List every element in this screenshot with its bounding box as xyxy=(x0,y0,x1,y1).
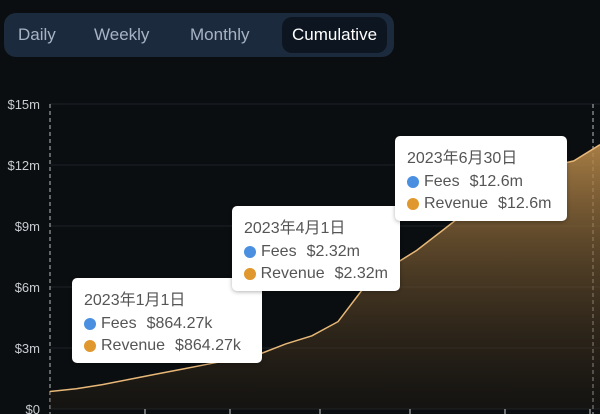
revenue-value: $12.6m xyxy=(498,195,552,212)
y-tick-label: $9m xyxy=(15,219,40,234)
tooltip: 2023年4月1日 Fees $2.32m Revenue $2.32m xyxy=(232,206,400,291)
y-tick-label: $15m xyxy=(7,97,40,112)
y-tick-label: $0 xyxy=(26,402,40,414)
revenue-value: $864.27k xyxy=(175,337,241,354)
fees-value: $2.32m xyxy=(306,243,360,260)
fees-dot-icon xyxy=(407,176,419,188)
tooltip-date: 2023年4月1日 xyxy=(244,220,346,237)
y-tick-label: $3m xyxy=(15,341,40,356)
fees-value: $12.6m xyxy=(469,173,523,190)
revenue-value: $2.32m xyxy=(334,265,388,282)
period-tabs: Daily Weekly Monthly Cumulative xyxy=(4,13,394,57)
fees-label: Fees xyxy=(101,315,137,332)
y-tick-label: $12m xyxy=(7,158,40,173)
tab-monthly[interactable]: Monthly xyxy=(190,25,250,44)
tooltip: 2023年1月1日 Fees $864.27k Revenue $864.27k xyxy=(72,278,262,363)
revenue-area xyxy=(50,144,600,409)
tooltip-date: 2023年1月1日 xyxy=(84,292,186,309)
fees-value: $864.27k xyxy=(146,315,213,332)
tab-weekly[interactable]: Weekly xyxy=(94,25,150,44)
y-tick-label: $6m xyxy=(15,280,40,295)
fees-label: Fees xyxy=(261,243,297,260)
fees-dot-icon xyxy=(244,246,256,258)
revenue-dot-icon xyxy=(407,198,419,210)
tooltip-date: 2023年6月30日 xyxy=(407,150,518,167)
revenue-dot-icon xyxy=(244,268,256,280)
tooltip: 2023年6月30日 Fees $12.6m Revenue $12.6m xyxy=(395,136,567,221)
revenue-dot-icon xyxy=(84,340,96,352)
revenue-label: Revenue xyxy=(424,195,489,212)
revenue-label: Revenue xyxy=(101,337,166,354)
tab-cumulative[interactable]: Cumulative xyxy=(282,17,388,53)
tab-daily[interactable]: Daily xyxy=(18,25,56,44)
revenue-label: Revenue xyxy=(260,265,325,282)
fees-label: Fees xyxy=(424,173,460,190)
fees-dot-icon xyxy=(84,318,96,330)
